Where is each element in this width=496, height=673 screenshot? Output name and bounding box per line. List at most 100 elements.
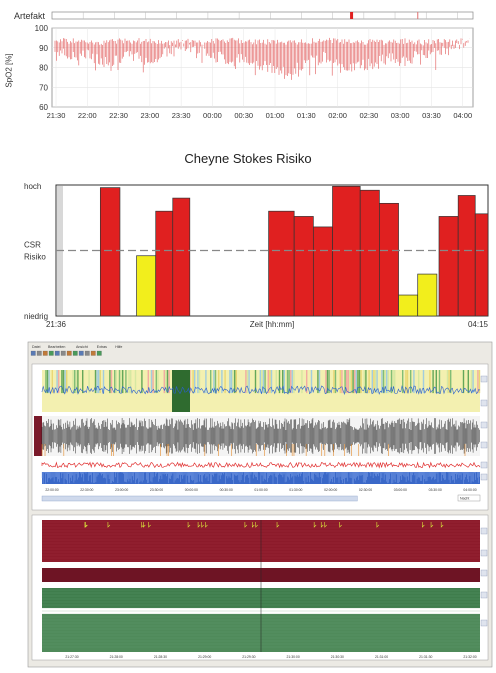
spo2-x-tick: 22:00: [78, 111, 97, 120]
track-color-stripe: [350, 370, 353, 394]
track-color-stripe: [128, 370, 130, 394]
toolbar-icon: [54, 350, 60, 356]
track-color-stripe: [406, 370, 409, 394]
track-color-stripe: [77, 370, 79, 394]
track-side-button: [480, 421, 488, 429]
detail-event-flag: [313, 522, 317, 528]
track-color-stripe: [301, 370, 303, 394]
toolbar-icon: [42, 350, 48, 356]
track-color-stripe: [194, 370, 196, 394]
overview-time-tick: 23:30:00: [150, 488, 163, 492]
track-color-stripe: [157, 370, 159, 394]
track-color-stripe: [61, 370, 63, 394]
track-color-stripe: [48, 370, 50, 394]
track-color-stripe: [478, 370, 481, 394]
csr-bar: [474, 213, 489, 317]
track-color-stripe: [218, 370, 220, 394]
track-color-stripe: [46, 370, 49, 394]
track-color-stripe: [75, 370, 77, 394]
track-color-stripe: [269, 370, 271, 394]
overview-time-tick: 03:00:00: [394, 488, 407, 492]
track-color-stripe: [122, 370, 124, 394]
track-side-button: [480, 461, 488, 469]
track-color-stripe: [98, 370, 100, 394]
track-color-stripe: [66, 370, 68, 394]
detail-time-tick: 21:28:00: [110, 655, 123, 659]
track-color-stripe: [141, 370, 143, 394]
track-color-stripe: [334, 370, 337, 394]
track-color-stripe: [347, 370, 349, 394]
track-color-stripe: [448, 370, 450, 394]
track-color-stripe: [349, 370, 351, 394]
track-spo2-signal: [41, 385, 481, 396]
toolbar-icon: [48, 350, 54, 356]
track-color-stripe: [446, 370, 449, 394]
track-color-stripe: [291, 370, 293, 394]
detail-event-flag: [276, 522, 280, 528]
detail-event-flag: [85, 522, 88, 528]
track-color-stripe: [283, 370, 285, 394]
track-color-stripe: [275, 370, 277, 394]
track-color-stripe: [462, 370, 465, 394]
track-color-stripe: [267, 370, 269, 394]
track-color-stripe: [477, 370, 479, 394]
track-color-stripe: [450, 370, 452, 394]
track-color-stripe: [234, 370, 236, 394]
toolbar-icon: [36, 350, 42, 356]
track-color-stripe: [293, 370, 295, 394]
spo2-x-tick: 04:00: [453, 111, 472, 120]
track-color-stripe: [278, 370, 281, 394]
track-color-stripe: [392, 370, 394, 394]
csr-y-label-risk: Risiko: [24, 253, 46, 262]
detail-event-flag: [205, 522, 208, 528]
track-side-button: [480, 399, 488, 407]
detail-time-tick: 21:30:30: [331, 655, 344, 659]
track-color-stripe: [360, 370, 362, 394]
zoom-select-label: Nacht: [460, 497, 469, 501]
track-color-stripe: [192, 370, 194, 394]
spo2-chart: 60 70 80 90 100 21:30 22:00 22:30 23:00 23:30 00:0…: [35, 24, 474, 120]
track-color-stripe: [390, 370, 393, 394]
csr-x-label: Zeit [hh:mm]: [250, 320, 294, 329]
detail-event-flag: [187, 522, 191, 528]
track-color-stripe: [99, 370, 101, 394]
spo2-x-tick: 22:30: [109, 111, 128, 120]
track-color-stripe: [357, 370, 359, 394]
detail-event-flag: [320, 522, 324, 528]
overview-time-tick: 01:30:00: [289, 488, 302, 492]
spo2-x-tick: 00:00: [203, 111, 222, 120]
track-color-stripe: [387, 370, 389, 394]
track-color-stripe: [224, 370, 226, 394]
detail-event-flag: [324, 522, 327, 528]
track-color-stripe: [221, 370, 223, 394]
detail-event-flag: [197, 522, 201, 528]
toolbar-icon: [30, 350, 36, 356]
csr-bar: [332, 185, 361, 317]
detail-time-tick: 21:32:00: [463, 655, 476, 659]
track-side-button: [480, 569, 488, 577]
track-color-stripe: [429, 370, 431, 394]
detail-event-flag: [107, 522, 111, 528]
overview-time-tick: 01:00:00: [254, 488, 267, 492]
track-color-stripe: [282, 370, 284, 394]
track-color-stripe: [381, 370, 383, 394]
track-color-stripe: [422, 370, 425, 394]
detail-time-tick: 21:28:30: [154, 655, 167, 659]
detail-time-tick: 21:29:00: [198, 655, 211, 659]
detail-time-tick: 21:29:30: [242, 655, 255, 659]
toolbar-icon: [72, 350, 78, 356]
detail-event-flag: [201, 522, 204, 528]
track-color-stripe: [352, 370, 354, 394]
track-color-stripe: [418, 370, 420, 394]
spo2-x-tick: 21:30: [47, 111, 66, 120]
track-color-stripe: [394, 370, 396, 394]
track-side-button: [480, 473, 488, 481]
track-color-stripe: [326, 370, 329, 394]
spo2-y-tick: 80: [39, 64, 48, 73]
track-side-button: [480, 527, 488, 535]
detail-event-flag: [339, 522, 342, 528]
track-color-stripe: [118, 370, 121, 394]
track-color-stripe: [435, 370, 437, 394]
detail-time-tick: 21:31:00: [375, 655, 388, 659]
